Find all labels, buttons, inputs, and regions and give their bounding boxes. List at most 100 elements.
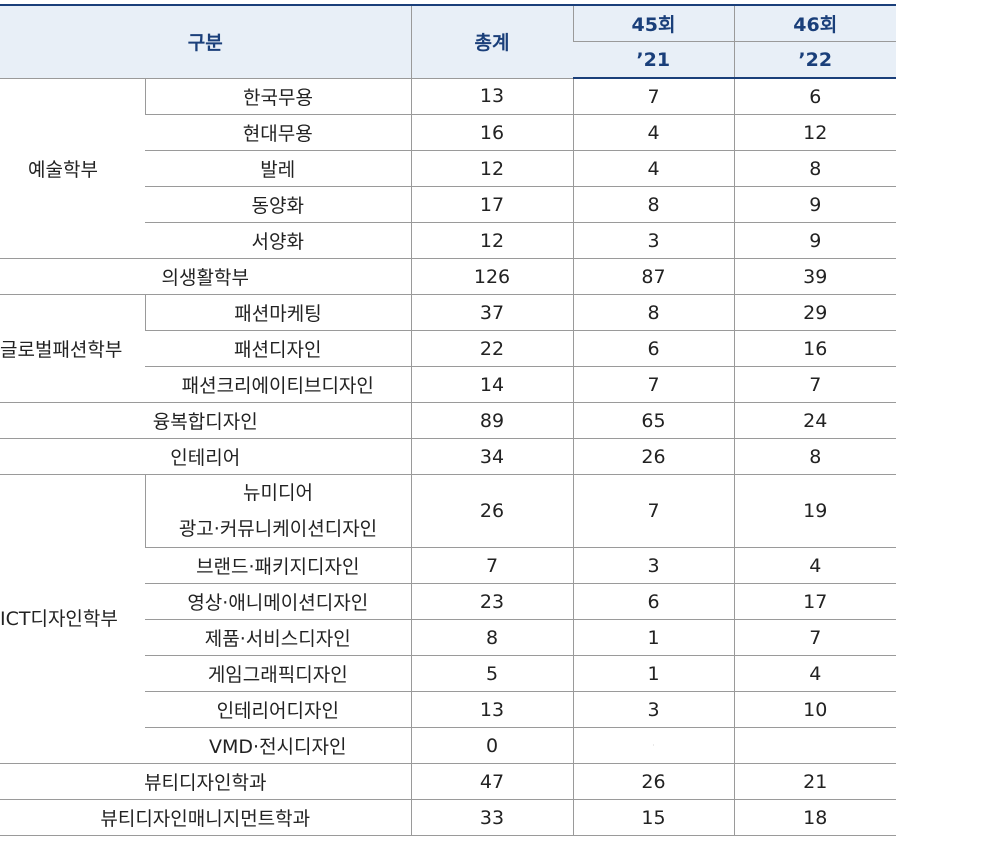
row-s45: 15 xyxy=(572,799,734,836)
row-s46: 39 xyxy=(733,258,896,295)
table-row: 동양화 17 8 9 xyxy=(0,186,896,223)
row-total: 37 xyxy=(410,294,573,331)
table-row: 영상·애니메이션디자인 23 6 17 xyxy=(0,583,896,620)
table-row: 글로벌패션학부 패션마케팅 37 8 29 xyxy=(0,294,896,403)
row-total: 8 xyxy=(410,619,573,656)
row-total: 16 xyxy=(410,114,573,151)
row-s46: 4 xyxy=(733,547,896,584)
row-total: 12 xyxy=(410,222,573,259)
row-total: 0 xyxy=(410,727,573,764)
row-name: 패션마케팅 xyxy=(144,294,411,331)
row-name: 서양화 xyxy=(145,222,411,259)
row-s45: 6 xyxy=(572,330,734,367)
header-session-45: 45회 xyxy=(572,4,734,42)
row-total: 23 xyxy=(410,583,573,620)
row-s45: · xyxy=(572,727,734,764)
table-row: 서양화 12 3 9 xyxy=(0,222,896,259)
row-s46: 17 xyxy=(733,583,896,620)
row-s45: 26 xyxy=(572,438,734,475)
row-s45: 3 xyxy=(572,691,734,728)
header-row: ’21 ’22 xyxy=(0,41,896,79)
table-row: 인테리어디자인 13 3 10 xyxy=(0,691,896,728)
group-ict: ICT디자인학부 xyxy=(0,474,145,764)
row-name: 뷰티디자인학과 xyxy=(0,763,411,800)
row-s46: 10 xyxy=(733,691,896,728)
row-s45: 3 xyxy=(572,547,734,584)
row-s45: 26 xyxy=(572,763,734,800)
row-name: 현대무용 xyxy=(145,114,411,151)
row-s46: 18 xyxy=(733,799,896,836)
row-s46: 8 xyxy=(733,438,896,475)
row-s46: 29 xyxy=(733,294,896,331)
row-s45: 3 xyxy=(572,222,734,259)
row-name: 의생활학부 xyxy=(0,258,411,295)
table-row: 뷰티디자인매니지먼트학과 33 15 18 xyxy=(0,799,896,836)
row-name: 브랜드·패키지디자인 xyxy=(145,547,411,584)
row-name: 뉴미디어 광고·커뮤니케이션디자인 xyxy=(144,474,411,548)
row-s45: 7 xyxy=(572,474,734,548)
table-row: 예술학부 한국무용 13 7 6 xyxy=(0,77,896,259)
row-name: 영상·애니메이션디자인 xyxy=(145,583,411,620)
row-total: 89 xyxy=(410,402,573,439)
group-global-fashion: 글로벌패션학부 xyxy=(0,294,145,403)
row-name: 뷰티디자인매니지먼트학과 xyxy=(0,799,411,836)
statistics-table: 구분 총계 45회 46회 ’21 ’22 예술학부 한국무용 13 7 6 현… xyxy=(0,4,896,836)
row-s46: 7 xyxy=(733,366,896,403)
row-s46: 8 xyxy=(733,150,896,187)
row-name: 인테리어디자인 xyxy=(145,691,411,728)
row-name-line2: 광고·커뮤니케이션디자인 xyxy=(178,518,378,540)
row-name: 패션크리에이티브디자인 xyxy=(145,366,411,403)
table-row: 패션크리에이티브디자인 14 7 7 xyxy=(0,366,896,403)
header-session-46: 46회 xyxy=(733,4,896,42)
table-row: 제품·서비스디자인 8 1 7 xyxy=(0,619,896,656)
row-total: 14 xyxy=(410,366,573,403)
row-s46: 9 xyxy=(733,186,896,223)
row-name: 제품·서비스디자인 xyxy=(145,619,411,656)
row-s45: 7 xyxy=(572,77,734,115)
table-row: 뷰티디자인학과 47 26 21 xyxy=(0,763,896,800)
row-s46: 4 xyxy=(733,655,896,692)
table-row: ICT디자인학부 뉴미디어 광고·커뮤니케이션디자인 26 7 19 xyxy=(0,474,896,764)
row-s45: 6 xyxy=(572,583,734,620)
row-s46: 24 xyxy=(733,402,896,439)
row-s46: 19 xyxy=(733,474,896,548)
group-art: 예술학부 xyxy=(0,77,145,259)
row-total: 7 xyxy=(410,547,573,584)
table-row: 브랜드·패키지디자인 7 3 4 xyxy=(0,547,896,584)
row-name-line1: 뉴미디어 xyxy=(243,482,313,504)
row-s45: 1 xyxy=(572,655,734,692)
row-s46: 9 xyxy=(733,222,896,259)
row-total: 13 xyxy=(410,691,573,728)
row-total: 126 xyxy=(410,258,573,295)
row-s45: 87 xyxy=(572,258,734,295)
row-name: 패션디자인 xyxy=(145,330,411,367)
row-s46: 21 xyxy=(733,763,896,800)
row-name: 융복합디자인 xyxy=(0,402,411,439)
row-s45: 1 xyxy=(572,619,734,656)
table-row: 의생활학부 126 87 39 xyxy=(0,258,896,295)
header-year-22: ’22 xyxy=(733,41,896,79)
row-s45: 8 xyxy=(572,294,734,331)
table-row: 인테리어 34 26 8 xyxy=(0,438,896,475)
row-name: 발레 xyxy=(145,150,411,187)
header-category: 구분 xyxy=(0,4,411,79)
row-s46: 16 xyxy=(733,330,896,367)
row-total: 34 xyxy=(410,438,573,475)
row-total: 33 xyxy=(410,799,573,836)
table-row: VMD·전시디자인 0 · xyxy=(0,727,896,764)
row-s46: 7 xyxy=(733,619,896,656)
row-total: 22 xyxy=(410,330,573,367)
row-total: 5 xyxy=(410,655,573,692)
header-row: 구분 총계 45회 46회 xyxy=(0,4,896,79)
row-s46 xyxy=(733,727,896,764)
row-s45: 7 xyxy=(572,366,734,403)
table-row: 융복합디자인 89 65 24 xyxy=(0,402,896,439)
row-total: 12 xyxy=(410,150,573,187)
row-s45: 65 xyxy=(572,402,734,439)
row-name: VMD·전시디자인 xyxy=(145,727,411,764)
row-total: 13 xyxy=(410,77,573,115)
header-year-21: ’21 xyxy=(573,41,734,79)
row-name: 동양화 xyxy=(145,186,411,223)
row-total: 47 xyxy=(410,763,573,800)
row-total: 26 xyxy=(410,474,573,548)
